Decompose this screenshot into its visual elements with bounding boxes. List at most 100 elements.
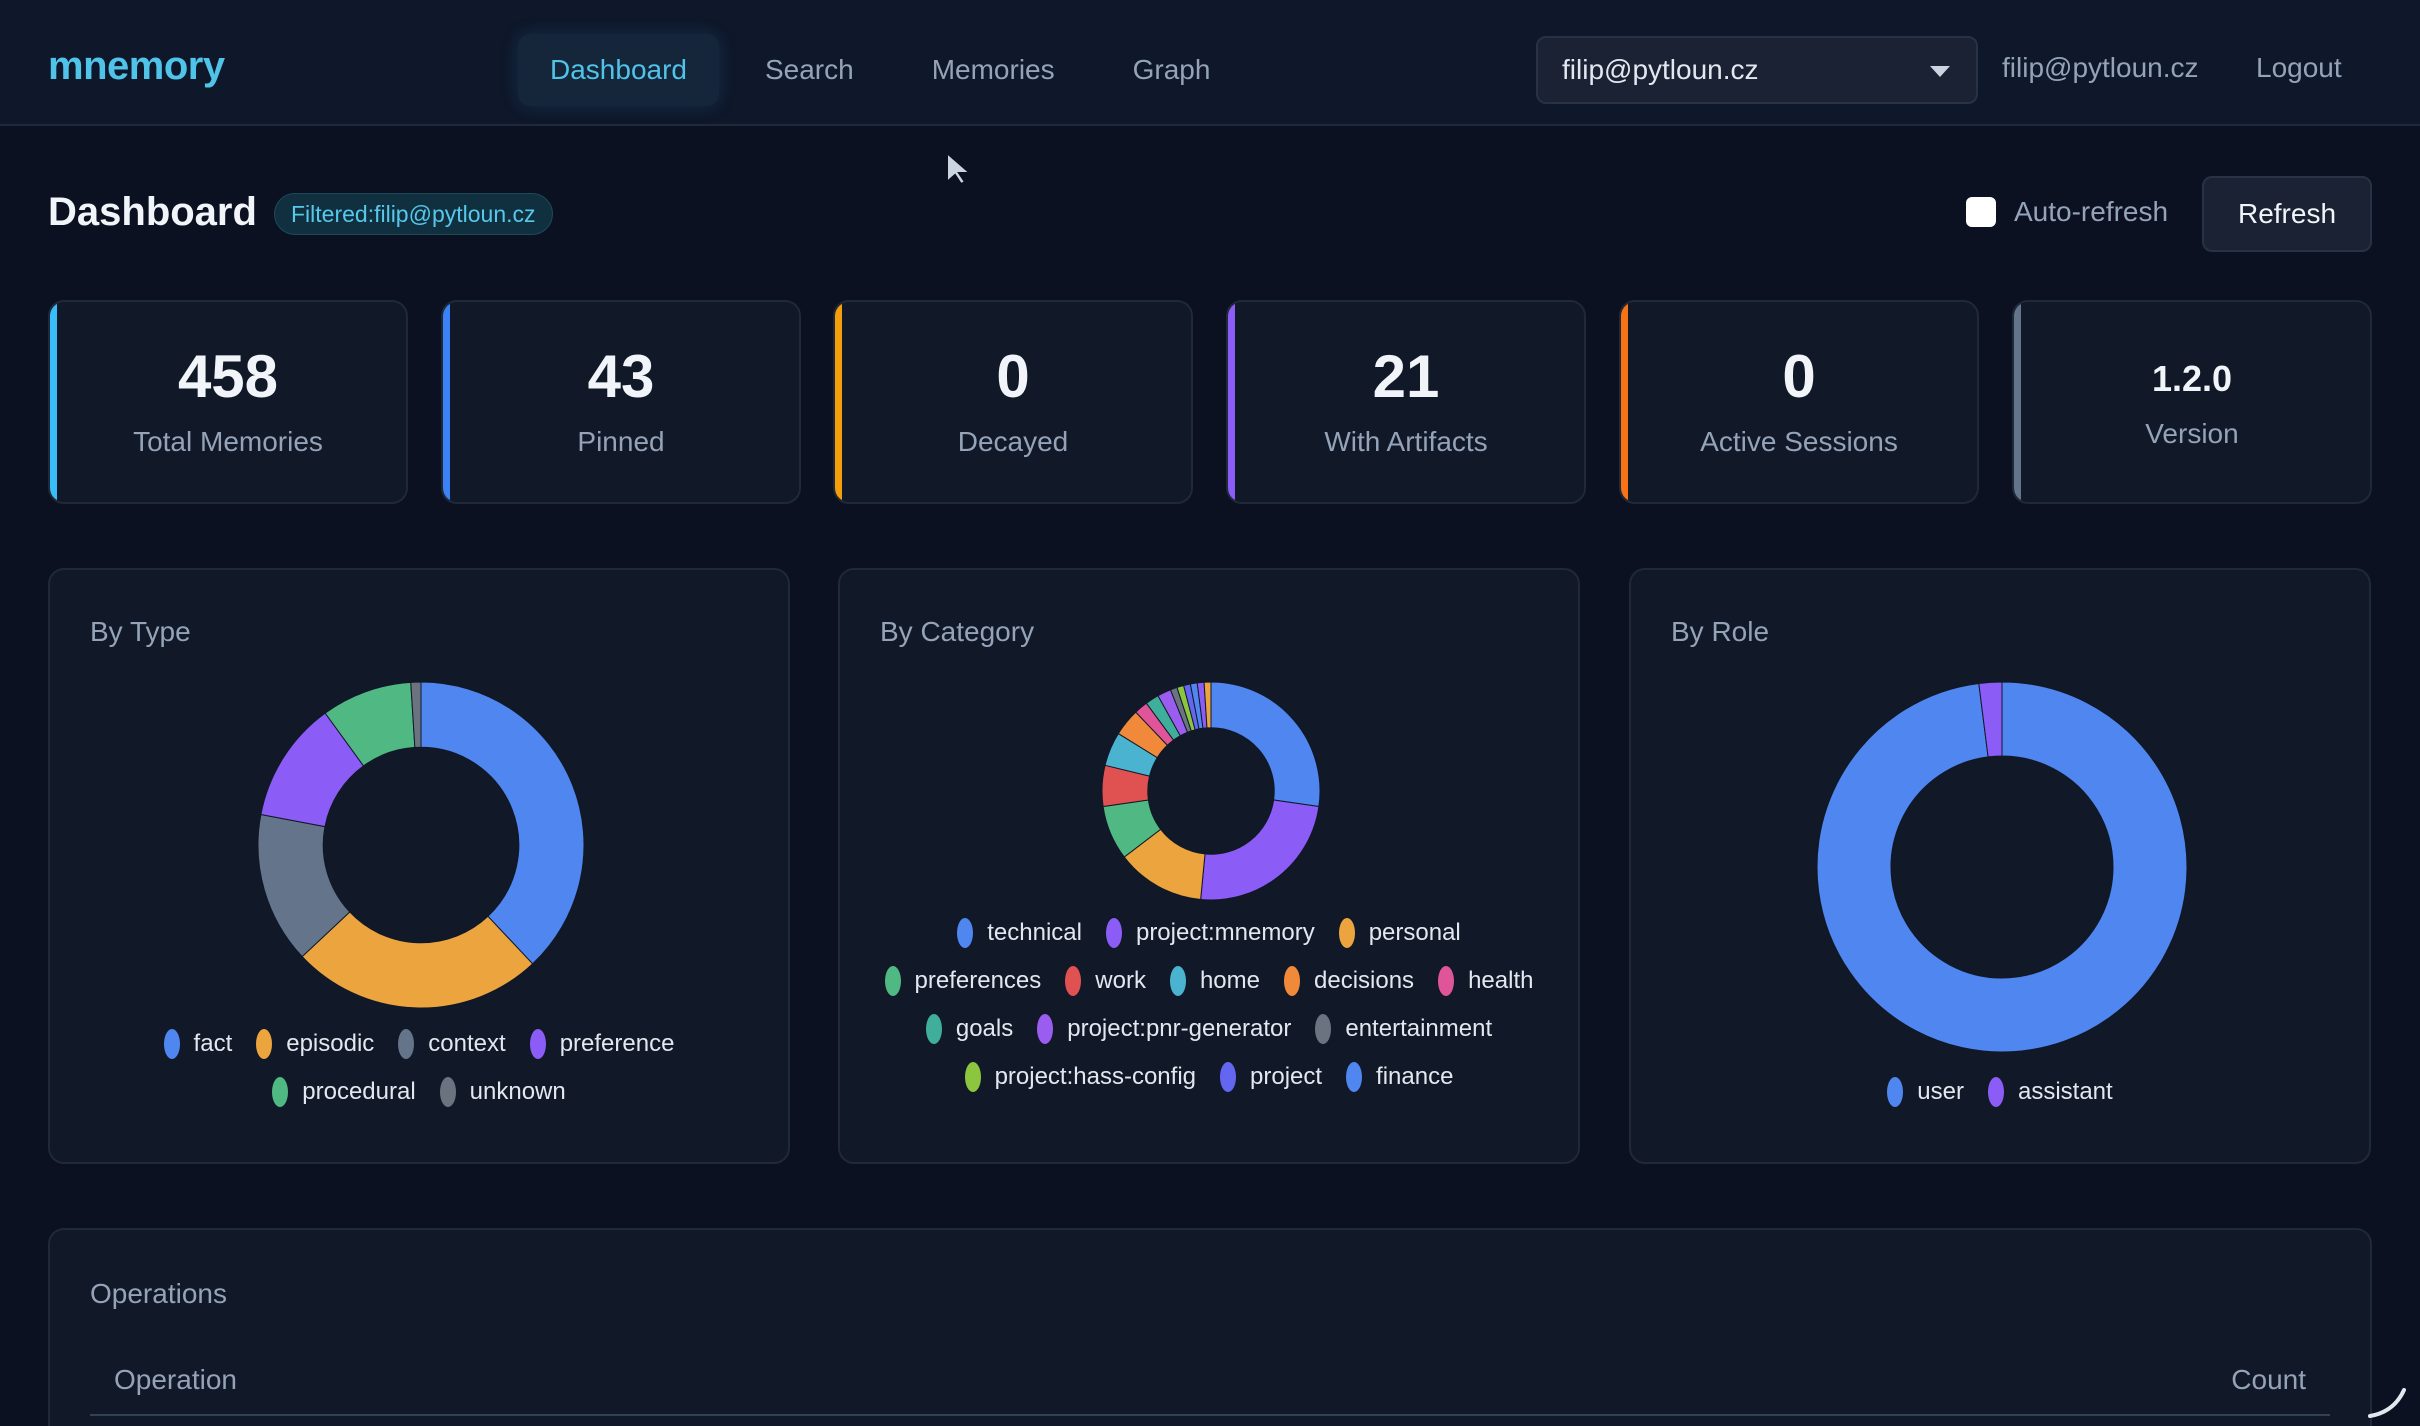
legend-swatch	[1169, 966, 1186, 996]
slice-unknown[interactable]	[410, 681, 422, 748]
legend-item-project-mnemory[interactable]: project:mnemory	[1105, 909, 1315, 957]
legend-item-work[interactable]: work	[1065, 957, 1146, 1005]
legend-item-technical[interactable]: technical	[957, 909, 1082, 957]
legend-label: technical	[987, 919, 1082, 946]
legend-label: fact	[193, 1030, 233, 1057]
legend-item-project[interactable]: project	[1220, 1053, 1322, 1101]
legend-swatch	[398, 1029, 415, 1059]
legend-label: user	[1917, 1078, 1964, 1105]
nav-graph[interactable]: Graph	[1132, 54, 1211, 85]
legend-label: work	[1095, 967, 1146, 994]
main-nav: Dashboard Search Memories Graph	[518, 34, 1242, 106]
legend-swatch	[964, 1062, 981, 1092]
legend-item-preference[interactable]: preference	[529, 1020, 674, 1068]
stat-card-decayed: 0 Decayed	[833, 300, 1193, 504]
legend-label: finance	[1376, 1063, 1454, 1090]
legend-item-context[interactable]: context	[398, 1020, 506, 1068]
nav-memories[interactable]: Memories	[931, 54, 1055, 85]
legend-item-assistant[interactable]: assistant	[1987, 1068, 2113, 1116]
legend-item-fact[interactable]: fact	[163, 1020, 233, 1068]
legend-swatch	[957, 918, 974, 948]
legend-item-project-hass-config[interactable]: project:hass-config	[964, 1053, 1196, 1101]
slice-education[interactable]	[1203, 681, 1212, 729]
legend-swatch	[529, 1029, 546, 1059]
legend-swatch	[1987, 1077, 2004, 1107]
by-category-legend-viewport[interactable]: technical project:mnemory personal preferen…	[840, 900, 1578, 1106]
legend-item-personal[interactable]: personal	[1338, 909, 1461, 957]
resize-handle-icon[interactable]	[2364, 1372, 2412, 1420]
legend-swatch	[439, 1077, 456, 1107]
user-filter-value: filip@pytloun.cz	[1562, 54, 1759, 85]
legend-label: episodic	[286, 1030, 375, 1057]
refresh-button[interactable]: Refresh	[2202, 176, 2372, 252]
slice-user[interactable]	[1816, 681, 2188, 1053]
legend-swatch	[1105, 918, 1122, 948]
table-header-divider	[90, 1414, 2330, 1416]
stat-card-active-sessions: 0 Active Sessions	[1619, 300, 1979, 504]
stat-value: 458	[177, 343, 279, 410]
top-navbar: mnemory Dashboard Search Memories Graph …	[0, 0, 2420, 126]
logout-button[interactable]: Logout	[2256, 52, 2342, 83]
column-header-operation[interactable]: Operation	[114, 1364, 237, 1395]
slice-project-mnemory[interactable]	[1200, 799, 1320, 901]
legend-label: project:mnemory	[1135, 919, 1315, 946]
auto-refresh-checkbox[interactable]	[1966, 197, 1996, 227]
legend-label: entertainment	[1345, 1015, 1493, 1042]
filter-badge: Filtered:filip@pytloun.cz	[274, 193, 553, 235]
legend-item-user[interactable]: user	[1887, 1068, 1964, 1116]
legend-item-decisions[interactable]: decisions	[1284, 957, 1414, 1005]
stat-accent	[835, 302, 842, 502]
legend-item-finance[interactable]: finance	[1346, 1053, 1453, 1101]
auto-refresh-toggle[interactable]: Auto-refresh	[1966, 196, 2168, 228]
legend-swatch	[163, 1029, 180, 1059]
stat-accent	[50, 302, 57, 502]
stat-card-pinned: 43 Pinned	[441, 300, 801, 504]
legend-swatch	[1346, 1062, 1363, 1092]
stat-value: 21	[1372, 343, 1440, 410]
legend-item-episodic[interactable]: episodic	[256, 1020, 374, 1068]
legend-label: project:pnr-generator	[1067, 1015, 1292, 1042]
legend-swatch	[256, 1029, 273, 1059]
legend-item-health[interactable]: health	[1438, 957, 1533, 1005]
chart-panel-by-type: By Type fact episodic context preference pro…	[48, 568, 790, 1164]
legend-item-procedural[interactable]: procedural	[272, 1068, 416, 1116]
stat-value: 43	[587, 343, 655, 410]
legend-swatch	[1438, 966, 1455, 996]
stat-label: Version	[2145, 418, 2239, 449]
slice-assistant[interactable]	[1978, 681, 2003, 758]
nav-search[interactable]: Search	[764, 54, 854, 85]
slice-episodic[interactable]	[301, 911, 534, 1009]
legend-item-project-mnemory-ui[interactable]: project:mnemory-ui	[1012, 1101, 1247, 1106]
stat-card-version: 1.2.0 Version	[2012, 300, 2372, 504]
slice-fact[interactable]	[420, 681, 585, 965]
legend-item-unknown[interactable]: unknown	[439, 1068, 566, 1116]
slice-technical[interactable]	[1210, 681, 1321, 808]
legend-label: preferences	[914, 967, 1042, 994]
legend-item-home[interactable]: home	[1169, 957, 1260, 1005]
chart-panel-by-role: By Role user assistant	[1629, 568, 2371, 1164]
operations-title: Operations	[90, 1278, 227, 1309]
chart-title: By Type	[90, 616, 191, 647]
chart-title: By Role	[1671, 616, 1770, 647]
stat-value: 1.2.0	[2151, 358, 2233, 399]
brand-logo[interactable]: mnemory	[48, 44, 225, 88]
chevron-down-icon	[1930, 66, 1950, 77]
nav-dashboard[interactable]: Dashboard	[518, 34, 719, 106]
legend-item-preferences[interactable]: preferences	[884, 957, 1042, 1005]
stat-accent	[443, 302, 450, 502]
user-filter-select[interactable]: filip@pytloun.cz	[1536, 36, 1978, 104]
legend-label: personal	[1368, 919, 1461, 946]
legend-label: project:hass-config	[994, 1063, 1196, 1090]
by-category-legend: technical project:mnemory personal preferen…	[870, 909, 1548, 1106]
stat-accent	[1228, 302, 1235, 502]
legend-item-entertainment[interactable]: entertainment	[1315, 1005, 1492, 1053]
legend-item-education[interactable]: education	[1272, 1101, 1406, 1106]
legend-label: assistant	[2017, 1078, 2113, 1105]
legend-swatch	[272, 1077, 289, 1107]
legend-item-project-pnr-generator[interactable]: project:pnr-generator	[1037, 1005, 1291, 1053]
legend-label: health	[1468, 967, 1534, 994]
stat-card-total-memories: 458 Total Memories	[48, 300, 408, 504]
legend-swatch	[1887, 1077, 1904, 1107]
column-header-count[interactable]: Count	[2231, 1364, 2306, 1395]
legend-item-goals[interactable]: goals	[925, 1005, 1013, 1053]
